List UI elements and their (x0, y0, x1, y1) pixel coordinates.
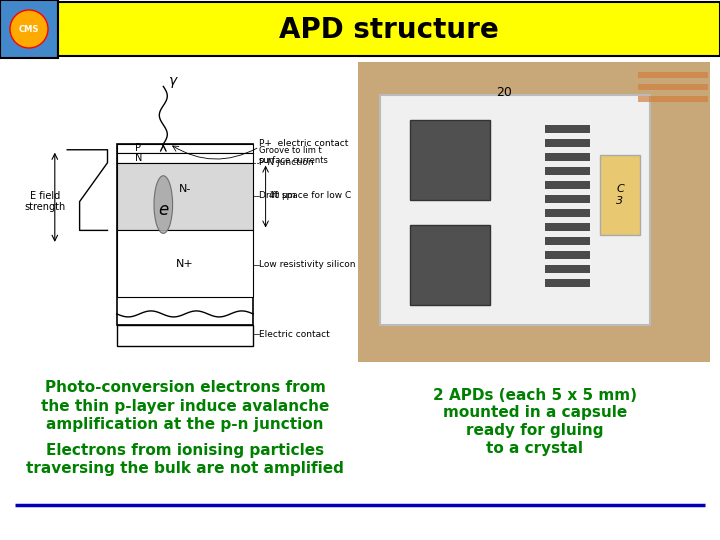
Text: the thin p-layer induce avalanche: the thin p-layer induce avalanche (41, 399, 329, 414)
Bar (380, 95, 650, 325)
Text: N-: N- (179, 184, 192, 193)
Text: C
3: C 3 (616, 184, 624, 206)
Text: γ: γ (169, 75, 178, 89)
Text: Electrons from ionising particles: Electrons from ionising particles (46, 442, 324, 457)
Bar (545, 251, 590, 259)
Text: Photo-conversion electrons from: Photo-conversion electrons from (45, 381, 325, 395)
Text: Groove to lim t
surface currents: Groove to lim t surface currents (259, 146, 328, 165)
Bar (410, 120, 490, 200)
Text: N+: N+ (176, 259, 194, 268)
Bar (117, 326, 253, 346)
Bar (358, 62, 710, 362)
Text: mounted in a capsule: mounted in a capsule (443, 406, 627, 421)
Bar (638, 72, 708, 78)
Text: Drift space for low C: Drift space for low C (259, 191, 351, 200)
Text: 40 μm: 40 μm (269, 191, 295, 200)
Text: amplification at the p-n junction: amplification at the p-n junction (46, 416, 324, 431)
Bar (117, 153, 253, 163)
Ellipse shape (10, 10, 48, 48)
Bar (410, 225, 490, 305)
Text: Electric contact: Electric contact (259, 329, 330, 339)
Bar (545, 209, 590, 217)
Text: traversing the bulk are not amplified: traversing the bulk are not amplified (26, 461, 344, 476)
Bar (545, 153, 590, 161)
Bar (117, 144, 253, 326)
Bar (545, 195, 590, 203)
Text: APD structure: APD structure (279, 16, 499, 44)
Bar (545, 139, 590, 147)
Bar (0, 0, 58, 58)
Ellipse shape (154, 176, 173, 233)
Bar (638, 84, 708, 90)
Bar (545, 167, 590, 175)
Text: P+  electric contact: P+ electric contact (259, 139, 348, 148)
Bar (10, 62, 355, 362)
Bar (545, 223, 590, 231)
Text: to a crystal: to a crystal (487, 442, 583, 456)
Text: CMS: CMS (19, 24, 39, 33)
Bar (117, 231, 253, 296)
Text: 20: 20 (496, 85, 512, 98)
Bar (600, 155, 640, 235)
Text: P-N junction: P-N junction (259, 158, 314, 167)
Bar (117, 163, 253, 231)
Text: ready for gluing: ready for gluing (467, 423, 604, 438)
Bar (545, 237, 590, 245)
Bar (638, 96, 708, 102)
Bar (545, 265, 590, 273)
Text: E field
strength: E field strength (25, 191, 66, 212)
Bar (545, 181, 590, 189)
Bar (545, 279, 590, 287)
Text: e: e (158, 200, 168, 219)
Bar (117, 144, 253, 153)
Text: N: N (135, 153, 142, 163)
Text: Low resistivity silicon: Low resistivity silicon (259, 260, 356, 269)
Text: P: P (135, 143, 142, 153)
Text: 2 APDs (each 5 x 5 mm): 2 APDs (each 5 x 5 mm) (433, 388, 637, 402)
Bar (545, 125, 590, 133)
Bar (58, 2, 720, 56)
